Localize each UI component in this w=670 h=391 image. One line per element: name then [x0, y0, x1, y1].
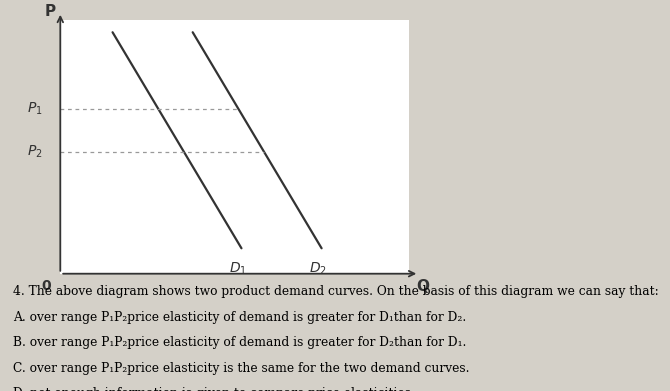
Bar	[60, 20, 409, 274]
Text: D. not enough information is given to compare price elasticities.: D. not enough information is given to co…	[13, 387, 415, 391]
Text: B. over range P₁P₂price elasticity of demand is greater for D₂than for D₁.: B. over range P₁P₂price elasticity of de…	[13, 336, 467, 349]
Text: $P_1$: $P_1$	[27, 100, 43, 117]
Text: $D_1$: $D_1$	[229, 261, 247, 277]
Text: $P_2$: $P_2$	[27, 143, 43, 160]
Text: P: P	[44, 4, 56, 20]
Text: $D_2$: $D_2$	[309, 261, 327, 277]
Text: A. over range P₁P₂price elasticity of demand is greater for D₁than for D₂.: A. over range P₁P₂price elasticity of de…	[13, 311, 466, 324]
Text: 0: 0	[42, 280, 51, 293]
Text: Q: Q	[416, 279, 429, 294]
Text: C. over range P₁P₂price elasticity is the same for the two demand curves.: C. over range P₁P₂price elasticity is th…	[13, 362, 470, 375]
Text: 4. The above diagram shows two product demand curves. On the basis of this diagr: 4. The above diagram shows two product d…	[13, 285, 659, 298]
